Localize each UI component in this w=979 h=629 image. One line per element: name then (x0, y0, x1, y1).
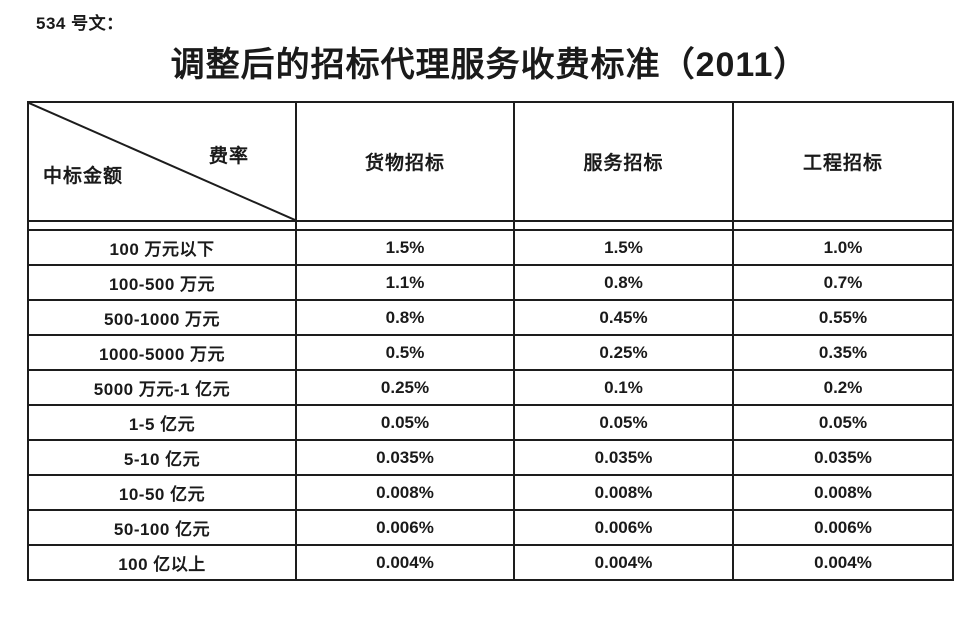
header-row: 费率 中标金额 货物招标 服务招标 工程招标 (27, 101, 954, 223)
table-row: 50-100 亿元 0.006% 0.006% 0.006% (27, 509, 954, 547)
fee-cell: 0.1% (513, 369, 734, 407)
fee-cell: 0.5% (295, 334, 515, 372)
column-header-services: 服务招标 (513, 101, 734, 223)
spacer-cell (513, 220, 734, 232)
table-row: 500-1000 万元 0.8% 0.45% 0.55% (27, 299, 954, 337)
fee-cell: 0.7% (732, 264, 954, 302)
fee-cell: 0.006% (732, 509, 954, 547)
fee-cell: 0.05% (732, 404, 954, 442)
fee-cell: 0.008% (732, 474, 954, 512)
column-header-goods: 货物招标 (295, 101, 515, 223)
table-row: 100 万元以下 1.5% 1.5% 1.0% (27, 229, 954, 267)
spacer-cell (27, 220, 297, 232)
fee-cell: 0.55% (732, 299, 954, 337)
table-row: 10-50 亿元 0.008% 0.008% 0.008% (27, 474, 954, 512)
row-label: 5000 万元-1 亿元 (27, 369, 297, 407)
diagonal-divider-line (29, 103, 295, 220)
fee-cell: 0.004% (513, 544, 734, 582)
fee-cell: 1.5% (295, 229, 515, 267)
row-label: 1-5 亿元 (27, 404, 297, 442)
row-label: 100 亿以上 (27, 544, 297, 582)
fee-cell: 0.05% (295, 404, 515, 442)
fee-cell: 0.035% (732, 439, 954, 477)
fee-cell: 0.035% (513, 439, 734, 477)
fee-cell: 0.25% (295, 369, 515, 407)
table-row: 5-10 亿元 0.035% 0.035% 0.035% (27, 439, 954, 477)
spacer-cell (295, 220, 515, 232)
fee-cell: 1.5% (513, 229, 734, 267)
fee-cell: 0.05% (513, 404, 734, 442)
column-header-works: 工程招标 (732, 101, 954, 223)
row-label: 500-1000 万元 (27, 299, 297, 337)
fee-cell: 1.0% (732, 229, 954, 267)
row-label: 10-50 亿元 (27, 474, 297, 512)
fee-cell: 0.004% (295, 544, 515, 582)
fee-cell: 0.35% (732, 334, 954, 372)
fee-cell: 0.2% (732, 369, 954, 407)
fee-cell: 0.8% (295, 299, 515, 337)
fee-cell: 0.25% (513, 334, 734, 372)
table-row: 5000 万元-1 亿元 0.25% 0.1% 0.2% (27, 369, 954, 407)
row-label: 1000-5000 万元 (27, 334, 297, 372)
fee-cell: 0.006% (513, 509, 734, 547)
fee-cell: 1.1% (295, 264, 515, 302)
fee-cell: 0.006% (295, 509, 515, 547)
page-title: 调整后的招标代理服务收费标准（2011） (170, 46, 809, 84)
row-label: 50-100 亿元 (27, 509, 297, 547)
fee-cell: 0.004% (732, 544, 954, 582)
corner-cell: 费率 中标金额 (27, 101, 297, 223)
table-row: 1-5 亿元 0.05% 0.05% 0.05% (27, 404, 954, 442)
fee-cell: 0.008% (513, 474, 734, 512)
table-row: 100-500 万元 1.1% 0.8% 0.7% (27, 264, 954, 302)
fee-cell: 0.45% (513, 299, 734, 337)
corner-label-amount: 中标金额 (43, 166, 124, 188)
table-row: 100 亿以上 0.004% 0.004% 0.004% (27, 544, 954, 582)
fee-cell: 0.035% (295, 439, 515, 477)
header-separator-row (27, 220, 954, 232)
corner-label-rate: 费率 (208, 146, 249, 168)
spacer-cell (732, 220, 954, 232)
fee-cell: 0.008% (295, 474, 515, 512)
row-label: 5-10 亿元 (27, 439, 297, 477)
fee-cell: 0.8% (513, 264, 734, 302)
row-label: 100-500 万元 (27, 264, 297, 302)
table-row: 1000-5000 万元 0.5% 0.25% 0.35% (27, 334, 954, 372)
doc-ref: 534 号文： (36, 14, 124, 33)
fee-table: 费率 中标金额 货物招标 服务招标 工程招标 100 万元以下 1.5% 1.5… (27, 101, 954, 582)
row-label: 100 万元以下 (27, 229, 297, 267)
